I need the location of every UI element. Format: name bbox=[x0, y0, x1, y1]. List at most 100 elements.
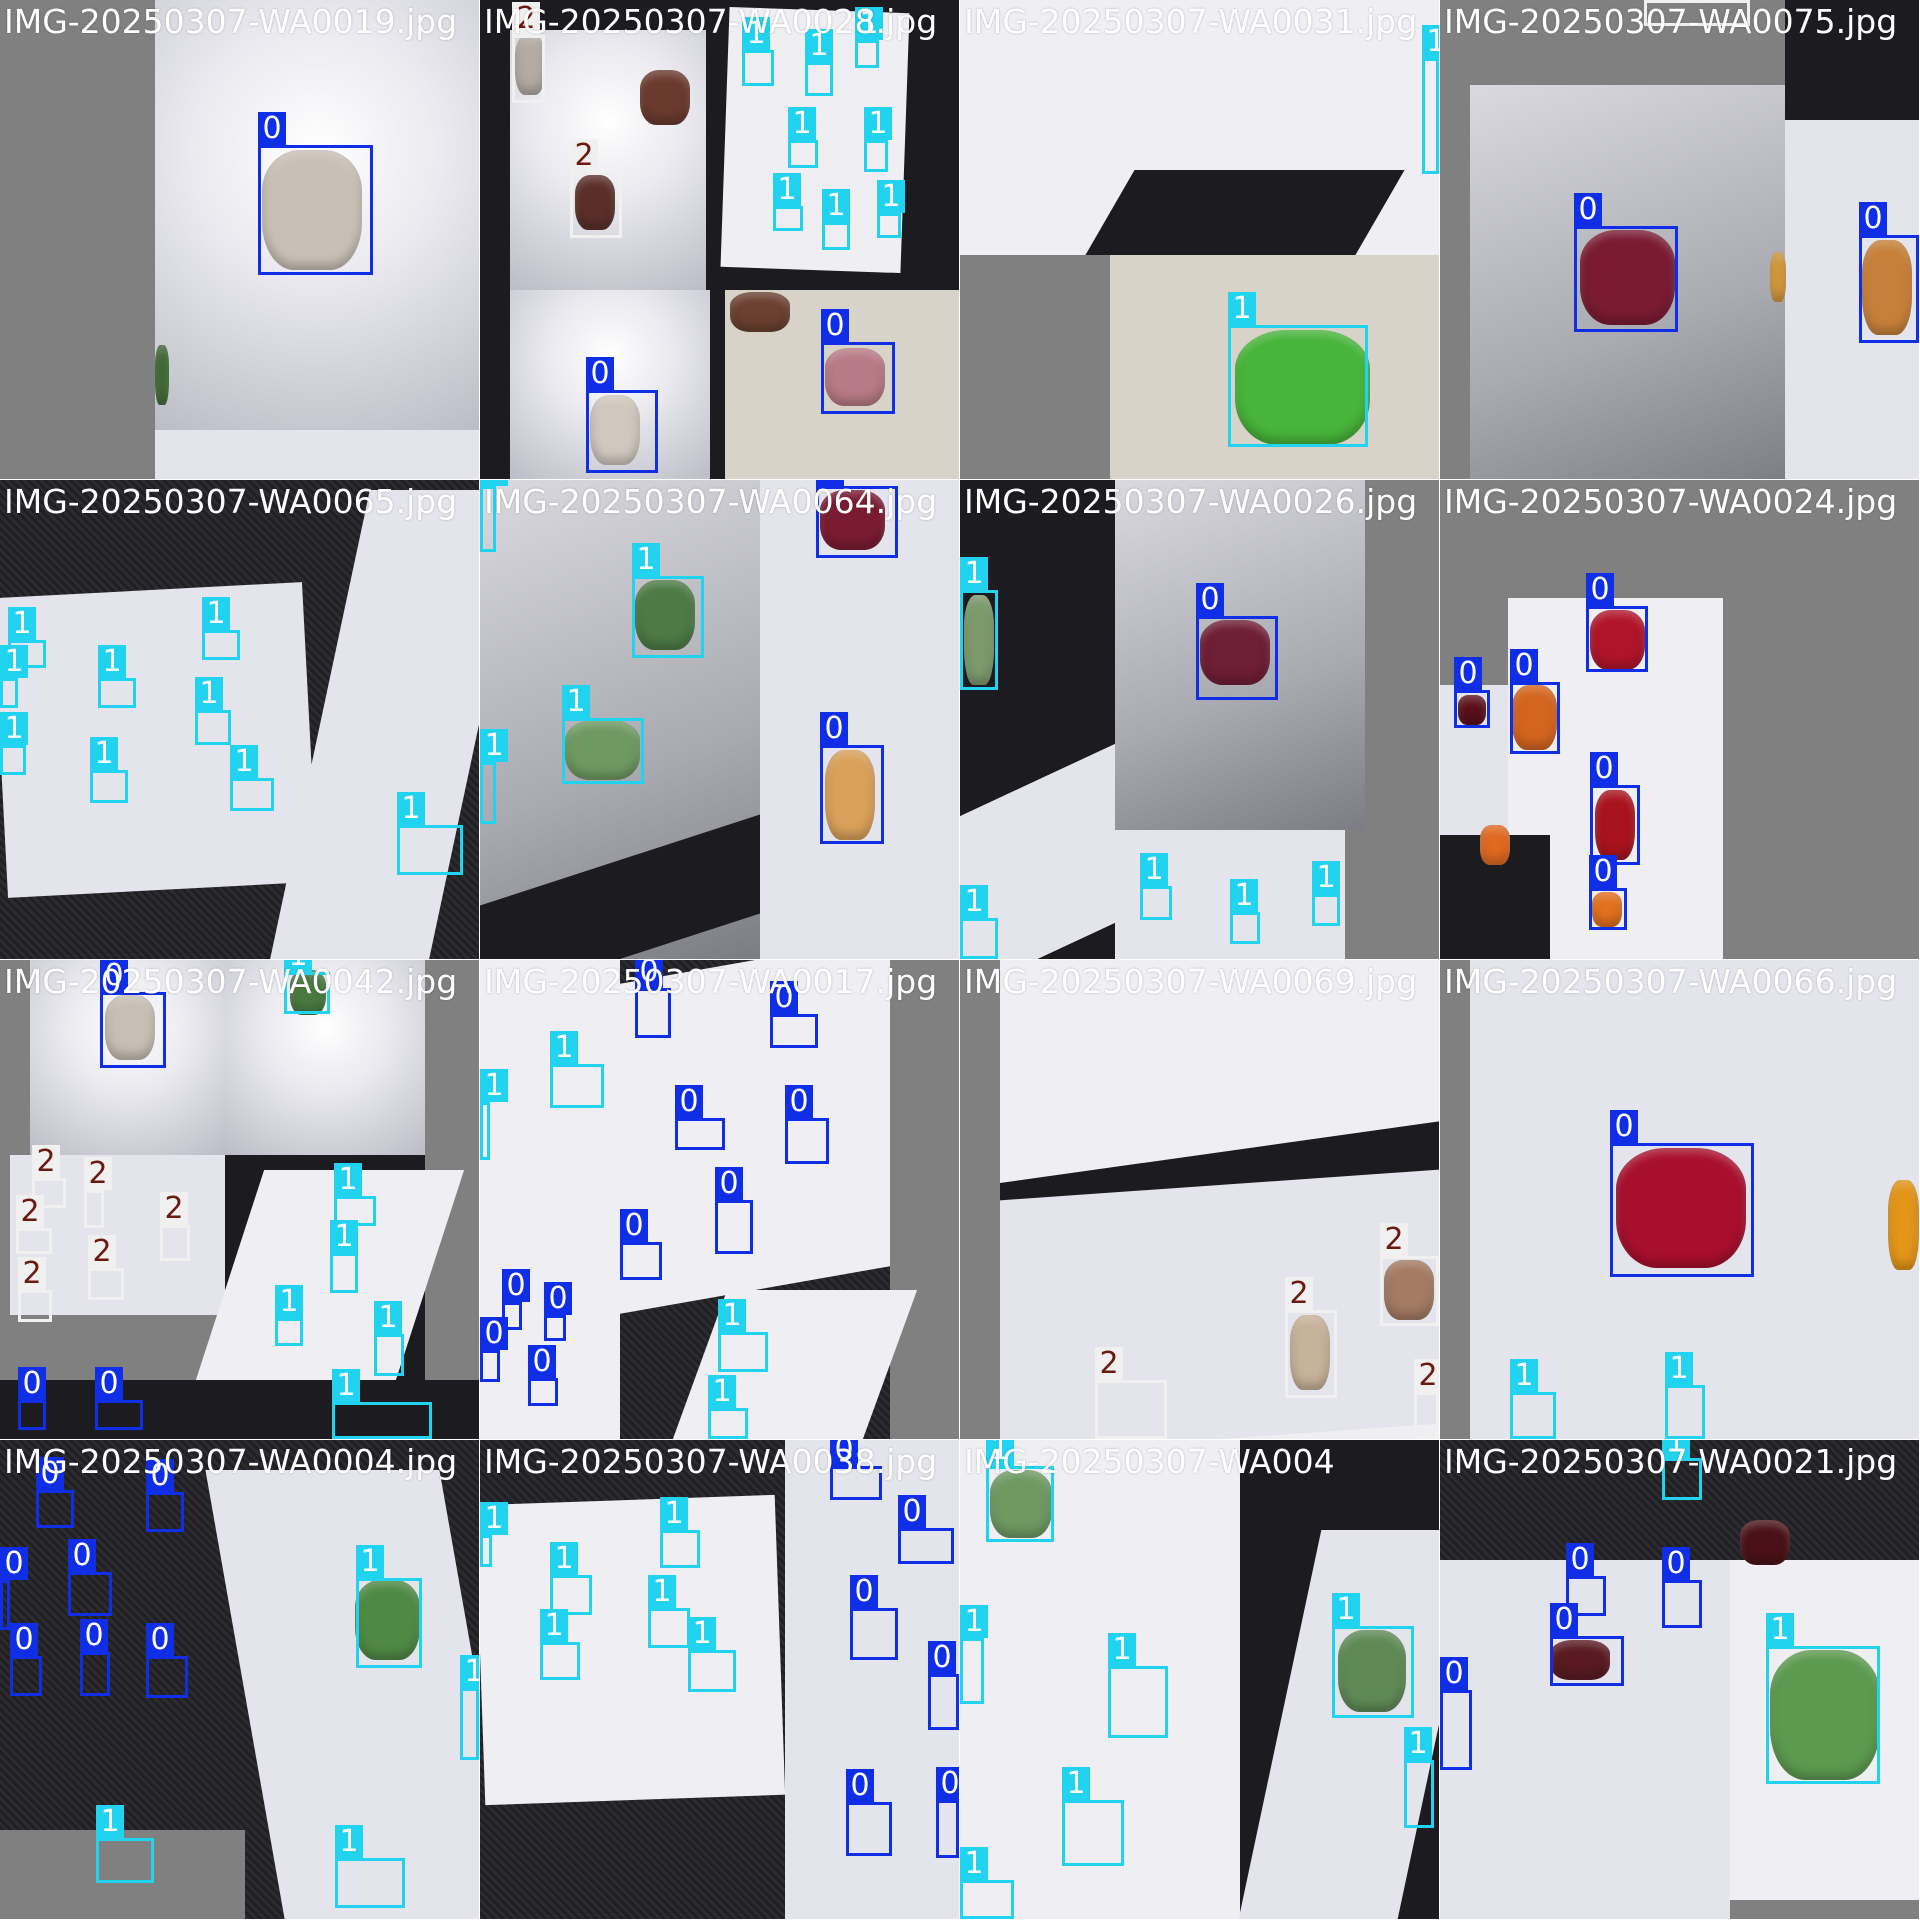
gummy-bear bbox=[565, 720, 640, 780]
detection-box-class-1: 1 bbox=[374, 1301, 404, 1376]
class-label: 1 bbox=[335, 1825, 363, 1859]
detection-box-class-2: 2 bbox=[512, 2, 545, 103]
class-label: 1 bbox=[202, 597, 230, 631]
class-label: 0 bbox=[821, 309, 849, 343]
detection-box-class-1: 1 bbox=[356, 1545, 422, 1668]
detection-box-class-1: 1 bbox=[90, 737, 128, 803]
class-label: 0 bbox=[1510, 649, 1538, 683]
gummy-bear bbox=[1862, 240, 1912, 335]
class-label: 0 bbox=[146, 1459, 174, 1493]
class-label: 2 bbox=[1285, 1277, 1313, 1311]
class-label: 2 bbox=[1414, 1359, 1439, 1393]
detection-box-class-0: 0 bbox=[1610, 1110, 1754, 1277]
class-label: 1 bbox=[0, 712, 28, 746]
detection-box-class-1: 1 bbox=[330, 1220, 358, 1293]
gummy-bear bbox=[590, 395, 640, 465]
mosaic-tile: 1 1 1 1 1 1 0 0 0 0 0 0 IMG-20250307-WA0… bbox=[480, 1440, 959, 1919]
class-label: 1 bbox=[480, 1502, 508, 1536]
gummy-bear bbox=[1592, 892, 1622, 927]
class-label: 1 bbox=[334, 1163, 362, 1197]
detection-box-class-1: 1 bbox=[195, 677, 231, 745]
detection-box-class-1: 1 bbox=[275, 1285, 303, 1346]
class-label: 0 bbox=[846, 1769, 874, 1803]
class-label: 0 bbox=[36, 1457, 64, 1491]
detection-box-class-1: 1 bbox=[864, 107, 892, 172]
class-label: 1 bbox=[480, 1069, 508, 1103]
detection-box-class-1: 1 bbox=[632, 543, 704, 658]
gummy-bear bbox=[1770, 252, 1786, 302]
gummy-bear bbox=[262, 150, 362, 270]
detection-box-class-1: 1 bbox=[1662, 1440, 1702, 1500]
class-label: 1 bbox=[986, 1440, 1014, 1467]
class-label: 0 bbox=[1662, 1547, 1690, 1581]
class-label: 0 bbox=[68, 1539, 96, 1573]
gummy-bear bbox=[1580, 230, 1675, 325]
image-filename: IMG-20250307-WA0038.jpg bbox=[484, 1442, 938, 1481]
class-label: 2 bbox=[18, 1257, 46, 1291]
mosaic-tile: 1 1 1 1 1 1 1 1 1 IMG-20250307-WA0065.jp… bbox=[0, 480, 479, 959]
class-label: 0 bbox=[850, 1575, 878, 1609]
gummy-bear bbox=[1595, 790, 1635, 860]
image-filename: IMG-20250307-WA0042.jpg bbox=[4, 962, 458, 1001]
detection-box-class-0: 0 bbox=[898, 1495, 954, 1564]
class-label: 1 bbox=[96, 1805, 124, 1839]
detection-box-class-0: 0 bbox=[528, 1345, 558, 1406]
class-label: 0 bbox=[1586, 573, 1614, 607]
detection-box-class-0: 0 bbox=[544, 1282, 572, 1341]
class-label: 1 bbox=[1332, 1593, 1360, 1627]
detection-box-class-0: 0 bbox=[146, 1459, 184, 1532]
detection-box-class-2: 2 bbox=[84, 1157, 112, 1228]
class-label: 1 bbox=[1312, 861, 1340, 895]
image-filename: IMG-20250307-WA004 bbox=[964, 1442, 1335, 1481]
gummy-bear bbox=[1458, 695, 1486, 725]
gummy-bear bbox=[515, 35, 545, 95]
class-label: 1 bbox=[374, 1301, 402, 1335]
image-filename: IMG-20250307-WA0066.jpg bbox=[1444, 962, 1898, 1001]
class-label: 1 bbox=[788, 107, 816, 141]
mosaic-tile: 0 1 2 2 2 2 2 2 1 1 1 1 0 0 1 IMG-202503… bbox=[0, 960, 479, 1439]
mosaic-tile: 0 0 0 0 1 1 IMG-20250307-WA0021.jpg bbox=[1440, 1440, 1919, 1919]
detection-box-class-1: 1 bbox=[1510, 1359, 1556, 1439]
detection-box-class-0: 0 bbox=[0, 1547, 28, 1630]
detection-box-class-0: 0 bbox=[586, 357, 658, 473]
detection-box-class-0: 0 bbox=[18, 1367, 46, 1430]
class-label: 1 bbox=[864, 107, 892, 141]
gummy-bear bbox=[635, 580, 695, 650]
detection-box-class-1: 1 bbox=[1062, 1767, 1124, 1866]
class-label: 1 bbox=[562, 685, 590, 719]
mosaic-tile: 0 IMG-20250307-WA0019.jpg bbox=[0, 0, 479, 479]
detection-box-class-0: 0 bbox=[1574, 193, 1678, 332]
gummy-bear bbox=[1550, 1640, 1610, 1680]
detection-box-class-0: 0 bbox=[821, 309, 895, 414]
detection-box-class-0: 0 bbox=[635, 960, 671, 1038]
gummy-bear bbox=[1235, 330, 1370, 445]
mosaic-tile: 1 0 1 1 1 1 IMG-20250307-WA0026.jpg bbox=[960, 480, 1439, 959]
detection-box-class-1: 1 bbox=[98, 645, 136, 708]
class-label: 1 bbox=[1228, 292, 1256, 326]
detection-box-class-2: 2 bbox=[570, 139, 622, 238]
detection-box-class-0: 0 bbox=[95, 1367, 143, 1430]
class-label: 1 bbox=[540, 1609, 568, 1643]
detection-box-class-1: 1 bbox=[805, 29, 833, 96]
mosaic-tile: 2 2 1 1 1 1 1 1 1 1 0 0 IMG-20250307-WA0… bbox=[480, 0, 959, 479]
class-label: 0 bbox=[830, 1440, 858, 1467]
detection-box-class-0: 0 bbox=[1510, 649, 1560, 754]
detection-box-class-0: 0 bbox=[936, 1767, 959, 1858]
detection-box-class-1: 1 bbox=[480, 1069, 508, 1160]
detection-box-class-1: 1 bbox=[648, 1575, 690, 1648]
class-label: 1 bbox=[1108, 1633, 1136, 1667]
gummy-bear bbox=[1480, 825, 1510, 865]
gummy-bear bbox=[1590, 610, 1645, 670]
class-label: 0 bbox=[620, 1209, 648, 1243]
detection-box-class-1: 1 bbox=[855, 7, 883, 68]
class-label: 1 bbox=[960, 1605, 988, 1639]
gummy-bear bbox=[820, 490, 885, 550]
detection-box-class-1: 1 bbox=[550, 1542, 592, 1615]
image-filename: IMG-20250307-WA0019.jpg bbox=[4, 2, 458, 41]
detection-box-class-1: 1 bbox=[877, 180, 905, 238]
detection-box-class-1: 1 bbox=[480, 729, 508, 824]
class-label: 1 bbox=[708, 1375, 736, 1409]
gummy-bear bbox=[1616, 1148, 1746, 1268]
detection-box-class-2: 2 bbox=[18, 1257, 52, 1322]
class-label: 1 bbox=[1404, 1727, 1432, 1761]
